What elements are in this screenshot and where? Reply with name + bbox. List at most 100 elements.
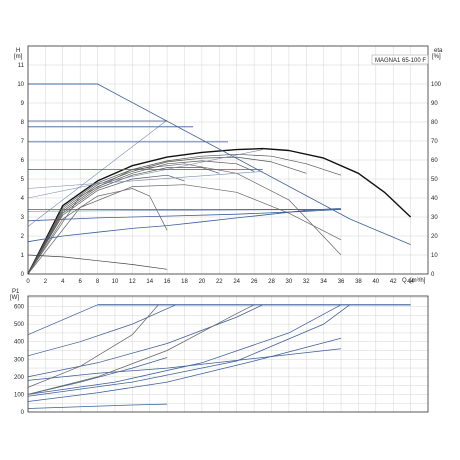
eta-tick-label: 30 <box>431 215 438 221</box>
top-series-line-helper <box>27 171 263 189</box>
q-tick-label: 12 <box>129 279 136 285</box>
q-tick-label: 32 <box>303 279 310 285</box>
h-tick-label: 10 <box>17 82 24 88</box>
eta-tick-label: 10 <box>431 253 438 259</box>
bottom-grid <box>27 296 428 413</box>
bottom-series-line-power <box>27 357 168 395</box>
q-tick-label: 34 <box>320 279 327 285</box>
h-tick-label: 5 <box>21 177 25 183</box>
top-series-line-efficiency <box>27 188 168 275</box>
bottom-series-line-power <box>27 304 263 378</box>
y-axis-p1-label: P1 <box>12 289 20 295</box>
q-tick-label: 20 <box>199 279 206 285</box>
top-series <box>27 83 412 275</box>
q-tick-label: 14 <box>146 279 153 285</box>
p1-tick-label: 600 <box>14 305 25 311</box>
top-series-line-pump <box>27 167 220 275</box>
y-axis-eta-label: eta <box>434 48 443 54</box>
bottom-frame <box>27 295 429 413</box>
p1-tick-label: 0 <box>21 410 25 416</box>
bottom-series-line-power <box>27 403 168 409</box>
q-tick-label: 24 <box>233 279 240 285</box>
q-tick-label: 6 <box>79 279 83 285</box>
q-tick-label: 4 <box>61 279 65 285</box>
h-tick-label: 4 <box>21 196 25 202</box>
eta-tick-label: 70 <box>431 139 438 145</box>
h-tick-label: 3 <box>21 215 25 221</box>
h-tick-label: 1 <box>21 253 25 259</box>
q-tick-label: 44 <box>407 279 414 285</box>
bottom-plot-frame <box>27 295 429 413</box>
eta-tick-label: 60 <box>431 158 438 164</box>
model-box <box>371 54 429 65</box>
bottom-series <box>27 304 411 409</box>
top-series-line-pump-max <box>27 147 412 275</box>
top-series-line-pump <box>27 156 307 275</box>
y-axis-h-label: H <box>16 48 20 54</box>
bottom-series-line-power <box>27 304 176 357</box>
q-tick-label: 10 <box>112 279 119 285</box>
eta-tick-label: 100 <box>431 82 442 88</box>
p1-tick-label: 400 <box>14 340 25 346</box>
eta-tick-label: 50 <box>431 177 438 183</box>
bottom-series-line-power <box>27 304 342 395</box>
bottom-ticks: 0 100 200 300 400 500 600 <box>14 305 25 416</box>
top-grid <box>27 45 428 275</box>
p1-tick-label: 100 <box>14 392 25 398</box>
eta-tick-label: 90 <box>431 101 438 107</box>
model-title: MAGNA1 65-100 F <box>375 58 426 64</box>
top-series-line-helper <box>27 149 263 199</box>
h-tick-label: 0 <box>21 272 25 278</box>
top-series-line-system <box>27 209 342 222</box>
top-series-line-efficiency <box>27 184 342 275</box>
x-axis-q-unit: [m³/h] <box>410 278 426 284</box>
q-tick-label: 0 <box>26 279 30 285</box>
top-frame <box>27 45 429 275</box>
eta-tick-label: 0 <box>431 272 435 278</box>
q-tick-label: 42 <box>390 279 397 285</box>
q-tick-label: 38 <box>355 279 362 285</box>
bottom-series-line-power <box>27 304 350 397</box>
top-series-line-helper <box>27 119 168 227</box>
y-axis-h-unit: [m] <box>14 54 23 60</box>
y-axis-eta-unit: [%] <box>432 54 441 60</box>
x-axis-q-label: Q <box>402 278 407 284</box>
top-series-line-pump <box>27 153 342 275</box>
bottom-series-line-power <box>27 348 342 381</box>
h-tick-label: 2 <box>21 234 25 240</box>
bottom-series-line-power <box>27 337 342 402</box>
h-tick-label: 8 <box>21 120 25 126</box>
top-plot-frame <box>27 45 429 275</box>
q-tick-label: 8 <box>96 279 100 285</box>
bottom-series-line-power-thin <box>27 304 159 388</box>
y-axis-p1-unit: [W] <box>10 295 19 301</box>
power-panel: 0 100 200 300 400 500 600 P1 [W] <box>10 289 429 416</box>
top-series-line-low-curve <box>27 254 168 270</box>
q-tick-label: 2 <box>44 279 48 285</box>
top-series-line-efficiency <box>27 163 342 275</box>
p1-tick-label: 200 <box>14 375 25 381</box>
q-tick-label: 36 <box>338 279 345 285</box>
q-tick-label: 30 <box>286 279 293 285</box>
q-tick-label: 22 <box>216 279 223 285</box>
q-tick-label: 16 <box>164 279 171 285</box>
p1-tick-label: 300 <box>14 357 25 363</box>
h-tick-label: 9 <box>21 101 25 107</box>
h-tick-label: 6 <box>21 158 25 164</box>
eta-tick-label: 20 <box>431 234 438 240</box>
q-tick-label: 26 <box>251 279 258 285</box>
q-tick-label: 18 <box>181 279 188 285</box>
h-tick-label: 11 <box>18 63 25 69</box>
q-tick-label: 40 <box>372 279 379 285</box>
top-series-line-pump <box>27 160 255 275</box>
bottom-series-line-power-thin <box>27 304 255 395</box>
eta-tick-label: 40 <box>431 196 438 202</box>
p1-tick-label: 500 <box>14 322 25 328</box>
top-series-line-pump <box>27 174 185 275</box>
eta-tick-label: 80 <box>431 120 438 126</box>
h-tick-label: 7 <box>21 139 25 145</box>
bottom-series-line-power <box>27 304 98 336</box>
